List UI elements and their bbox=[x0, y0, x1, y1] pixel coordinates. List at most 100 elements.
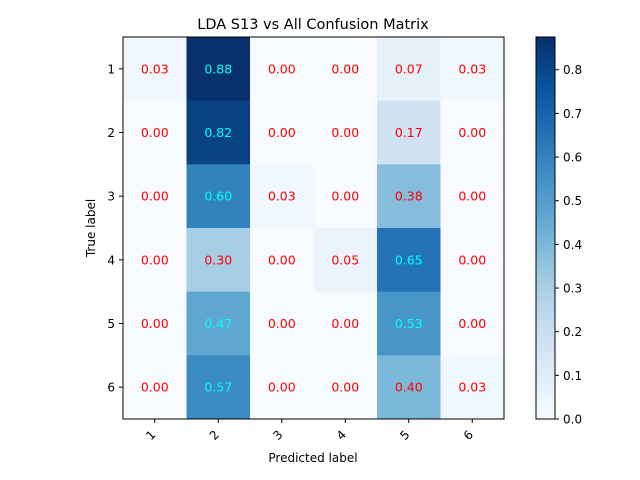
heatmap-cell bbox=[440, 355, 505, 420]
cell-value-label: 0.03 bbox=[141, 61, 169, 76]
heatmap-cell bbox=[250, 291, 314, 356]
heatmap-cell bbox=[440, 291, 505, 356]
x-tick-label: 1 bbox=[143, 428, 158, 443]
cell-value-label: 0.00 bbox=[458, 252, 486, 267]
heatmap-cell bbox=[186, 37, 251, 102]
cell-value-label: 0.17 bbox=[395, 125, 423, 140]
colorbar-frame bbox=[535, 36, 556, 420]
heatmap-cell bbox=[313, 291, 378, 356]
cell-value-label: 0.00 bbox=[331, 316, 359, 331]
cell-value-label: 0.00 bbox=[141, 252, 169, 267]
heatmap-cell bbox=[313, 37, 378, 102]
y-tick-label: 5 bbox=[107, 317, 115, 331]
cell-value-label: 0.00 bbox=[141, 380, 169, 395]
heatmap-cell bbox=[250, 100, 314, 165]
heatmap-cell bbox=[440, 100, 505, 165]
y-tick-label: 6 bbox=[107, 381, 115, 395]
x-axis-label: Predicted label bbox=[268, 451, 357, 465]
cell-value-label: 0.88 bbox=[204, 61, 232, 76]
heatmap-cell bbox=[123, 37, 187, 102]
cell-value-label: 0.47 bbox=[204, 316, 232, 331]
cell-value-label: 0.60 bbox=[204, 189, 232, 204]
cell-value-label: 0.00 bbox=[331, 380, 359, 395]
heatmap-cell bbox=[440, 228, 505, 293]
heatmap-cell bbox=[123, 164, 187, 229]
y-tick-label: 3 bbox=[107, 190, 115, 204]
colorbar-tick-label: 0.2 bbox=[563, 325, 582, 339]
heatmap-cell bbox=[186, 164, 251, 229]
y-axis-label: True label bbox=[84, 199, 98, 258]
heatmap-cell bbox=[440, 37, 505, 102]
heatmap-cell bbox=[377, 228, 441, 293]
x-tick-label: 6 bbox=[461, 428, 476, 443]
cell-value-label: 0.03 bbox=[268, 189, 296, 204]
heatmap-cell bbox=[123, 355, 187, 420]
x-tick-label: 3 bbox=[270, 428, 285, 443]
heatmap-cell bbox=[313, 100, 378, 165]
y-tick-label: 1 bbox=[107, 62, 115, 76]
cell-value-label: 0.65 bbox=[395, 252, 423, 267]
heatmap-cell bbox=[377, 291, 441, 356]
cell-value-label: 0.00 bbox=[268, 252, 296, 267]
colorbar-tick-label: 0.0 bbox=[563, 413, 582, 427]
heatmap-cell bbox=[186, 291, 251, 356]
cell-value-label: 0.00 bbox=[331, 61, 359, 76]
cell-value-label: 0.00 bbox=[141, 189, 169, 204]
cell-value-label: 0.00 bbox=[458, 189, 486, 204]
colorbar-tick-label: 0.1 bbox=[563, 369, 582, 383]
y-tick-label: 4 bbox=[107, 253, 115, 267]
heatmap-cell bbox=[123, 100, 187, 165]
cell-value-label: 0.00 bbox=[331, 189, 359, 204]
colorbar-tick-label: 0.8 bbox=[563, 63, 582, 77]
colorbar-tick-label: 0.3 bbox=[563, 282, 582, 296]
x-axis-ticks: 1 2 3 4 5 6 bbox=[143, 419, 476, 443]
colorbar-gradient bbox=[536, 37, 555, 419]
x-tick-label: 4 bbox=[334, 428, 349, 443]
cell-value-label: 0.00 bbox=[458, 125, 486, 140]
y-axis-ticks: 1 2 3 4 5 6 bbox=[107, 62, 123, 395]
cell-value-label: 0.30 bbox=[204, 252, 232, 267]
heatmap-cell bbox=[313, 355, 378, 420]
x-tick-label: 2 bbox=[207, 428, 222, 443]
heatmap-cell bbox=[377, 100, 441, 165]
heatmap-cell bbox=[313, 228, 378, 293]
heatmap-cell bbox=[377, 355, 441, 420]
heatmap-cell bbox=[250, 355, 314, 420]
heatmap-cells bbox=[123, 37, 505, 420]
plot-frame bbox=[122, 36, 505, 420]
cell-value-label: 0.57 bbox=[204, 380, 232, 395]
x-tick-label: 5 bbox=[397, 428, 412, 443]
cell-value-label: 0.00 bbox=[331, 125, 359, 140]
cell-value-label: 0.00 bbox=[141, 316, 169, 331]
cell-value-label: 0.00 bbox=[458, 316, 486, 331]
cell-value-label: 0.03 bbox=[458, 380, 486, 395]
cell-value-label: 0.53 bbox=[395, 316, 423, 331]
cell-value-label: 0.82 bbox=[204, 125, 232, 140]
heatmap-cell bbox=[377, 164, 441, 229]
cell-value-label: 0.00 bbox=[141, 125, 169, 140]
cell-value-label: 0.00 bbox=[268, 380, 296, 395]
heatmap-cell bbox=[250, 228, 314, 293]
heatmap-cell bbox=[250, 37, 314, 102]
cell-value-label: 0.00 bbox=[268, 61, 296, 76]
colorbar-tick-label: 0.6 bbox=[563, 151, 582, 165]
chart-title: LDA S13 vs All Confusion Matrix bbox=[197, 17, 429, 33]
heatmap-cell bbox=[123, 291, 187, 356]
heatmap-cell bbox=[377, 37, 441, 102]
colorbar-tick-label: 0.4 bbox=[563, 238, 582, 252]
cell-value-label: 0.40 bbox=[395, 380, 423, 395]
cell-value-label: 0.00 bbox=[268, 316, 296, 331]
cell-value-label: 0.38 bbox=[395, 189, 423, 204]
colorbar-tick-label: 0.7 bbox=[563, 107, 582, 121]
cell-annotations: 0.03 0.88 0.00 0.00 0.07 0.03 0.00 0.82 0.00 0.00… bbox=[141, 61, 486, 394]
heatmap-cell bbox=[250, 164, 314, 229]
colorbar-tick-label: 0.5 bbox=[563, 194, 582, 208]
heatmap-cell bbox=[123, 228, 187, 293]
cell-value-label: 0.00 bbox=[268, 125, 296, 140]
y-tick-label: 2 bbox=[107, 126, 115, 140]
heatmap-cell bbox=[186, 100, 251, 165]
cell-value-label: 0.03 bbox=[458, 61, 486, 76]
cell-value-label: 0.07 bbox=[395, 61, 423, 76]
heatmap-cell bbox=[186, 355, 251, 420]
